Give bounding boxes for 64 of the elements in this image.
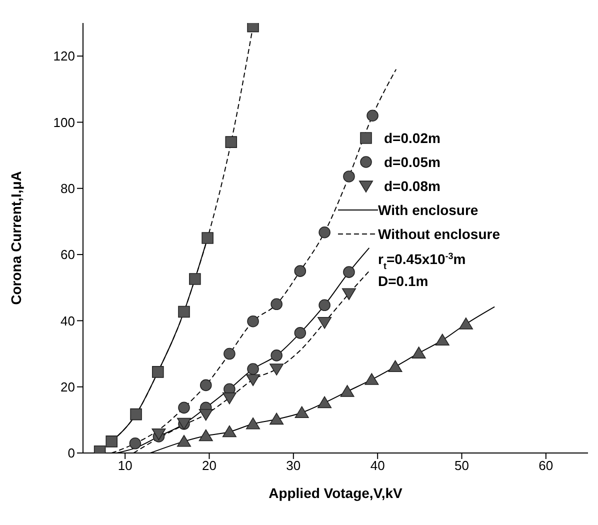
y-tick-label: 20 — [60, 379, 75, 394]
point — [200, 379, 212, 392]
point — [152, 366, 164, 378]
point — [189, 273, 201, 285]
point — [106, 436, 118, 448]
point — [225, 136, 238, 148]
point — [152, 428, 166, 440]
x-tick-label: 40 — [370, 458, 385, 474]
point — [178, 402, 190, 414]
point — [177, 434, 191, 447]
point — [294, 265, 306, 277]
point — [343, 266, 355, 278]
point — [198, 408, 213, 421]
point — [178, 306, 190, 318]
legend-label: Without enclosure — [378, 226, 500, 242]
point — [130, 408, 142, 420]
point — [364, 373, 379, 385]
point — [270, 298, 282, 310]
y-tick-label: 60 — [60, 247, 75, 262]
point — [318, 299, 330, 312]
point — [318, 396, 332, 408]
point — [270, 350, 282, 362]
point — [270, 364, 284, 376]
y-tick-label: 120 — [53, 48, 75, 64]
y-tick-label: 0 — [68, 446, 75, 461]
point — [246, 374, 260, 386]
legend-label: d=0.02m — [384, 130, 440, 146]
point — [340, 385, 354, 397]
x-tick-label: 30 — [286, 458, 301, 474]
x-tick-label: 10 — [118, 458, 132, 474]
point — [270, 412, 284, 425]
annotation: D=0.1m — [378, 273, 428, 289]
x-axis-title: Applied Votage,V,kV — [268, 485, 404, 501]
point — [412, 346, 426, 358]
point — [222, 425, 236, 438]
y-axis-title: Corona Current,I,μA — [8, 171, 24, 305]
point — [198, 429, 213, 442]
point — [294, 327, 306, 339]
x-tick-label: 60 — [538, 458, 554, 474]
point — [343, 170, 355, 182]
point — [129, 438, 142, 450]
y-tick-label: 40 — [60, 313, 75, 328]
point — [222, 392, 236, 404]
y-tick-label: 80 — [60, 181, 75, 196]
point — [458, 318, 473, 330]
point — [294, 406, 309, 418]
x-tick-label: 20 — [202, 458, 216, 474]
point — [435, 334, 450, 346]
y-tick-label: 100 — [53, 114, 75, 130]
point — [246, 417, 260, 430]
point — [388, 360, 402, 372]
point — [247, 315, 259, 328]
legend-label: d=0.05m — [384, 154, 440, 170]
point — [318, 226, 330, 238]
legend-label: d=0.08m — [384, 178, 440, 194]
point — [247, 363, 259, 375]
point — [224, 348, 236, 360]
legend-label: With enclosure — [378, 202, 478, 218]
point — [342, 288, 356, 300]
point — [202, 232, 214, 244]
x-tick-label: 50 — [454, 458, 469, 474]
point — [366, 110, 378, 122]
point — [318, 316, 332, 329]
annotation: r$_{t}$=0.45x10$^{-3}$m — [378, 251, 466, 271]
